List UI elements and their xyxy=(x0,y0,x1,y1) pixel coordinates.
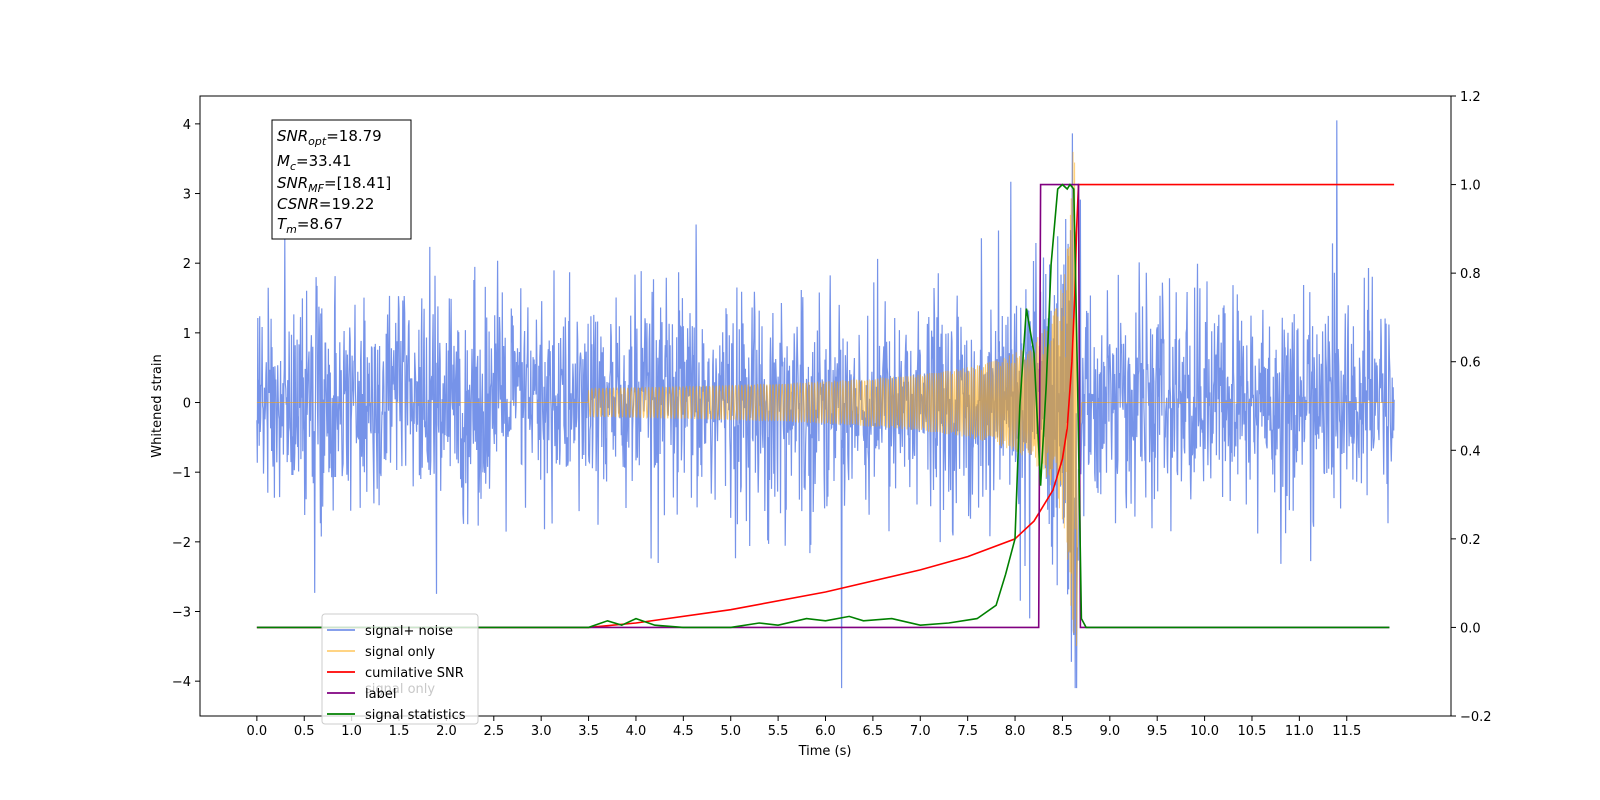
x-tick-label: 7.5 xyxy=(957,724,978,739)
annotation-snr-opt: SNRopt=18.79 xyxy=(277,127,382,148)
y-tick-label: −2 xyxy=(172,536,191,551)
annotation-mc: Mc=33.41 xyxy=(277,152,352,173)
x-tick-label: 3.0 xyxy=(531,724,552,739)
x-tick-label: 10.0 xyxy=(1190,724,1219,739)
x-tick-label: 11.5 xyxy=(1332,724,1361,739)
x-tick-label: 6.0 xyxy=(815,724,836,739)
x-tick-label: 10.5 xyxy=(1238,724,1267,739)
legend-entry: signal only xyxy=(365,645,435,660)
x-tick-label: 8.5 xyxy=(1052,724,1073,739)
y-tick-label: 4 xyxy=(183,118,191,133)
y-tick-label: 3 xyxy=(183,188,191,203)
y-tick-label: −1 xyxy=(172,466,191,481)
y2-tick-label: 0.8 xyxy=(1460,267,1481,282)
y2-tick-label: 1.0 xyxy=(1460,179,1481,194)
x-tick-label: 5.0 xyxy=(720,724,741,739)
y2-tick-label: 1.2 xyxy=(1460,90,1481,105)
y2-tick-label: 0.4 xyxy=(1460,444,1481,459)
y-tick-label: −4 xyxy=(172,675,191,690)
y2-tick-label: 0.6 xyxy=(1460,356,1481,371)
legend-entry: signal statistics xyxy=(365,708,466,723)
series-layer xyxy=(256,120,1395,689)
series-signal-only xyxy=(256,151,1395,647)
x-tick-label: 9.0 xyxy=(1099,724,1120,739)
y-axis-label: Whitened strain xyxy=(150,354,165,457)
x-tick-label: 9.5 xyxy=(1147,724,1168,739)
annotation-frame xyxy=(271,119,412,240)
legend-entry: signal+ noise xyxy=(365,624,453,639)
x-tick-label: 2.5 xyxy=(483,724,504,739)
x-axis-label: Time (s) xyxy=(798,744,852,759)
x-tick-label: 0.0 xyxy=(247,724,268,739)
y-tick-label: 0 xyxy=(183,397,191,412)
annotation-snr-mf: SNRMF=[18.41] xyxy=(277,174,391,195)
legend-entry: cumilative SNR xyxy=(365,666,464,681)
x-tick-label: 2.0 xyxy=(436,724,457,739)
annotation-tm: Tm=8.67 xyxy=(277,215,343,236)
x-tick-label: 4.5 xyxy=(673,724,694,739)
y2-tick-label: 0.0 xyxy=(1460,621,1481,636)
x-tick-label: 11.0 xyxy=(1285,724,1314,739)
annotation-box: SNRopt=18.79 Mc=33.41 SNRMF=[18.41] CSNR… xyxy=(271,119,412,240)
legend-entry: label xyxy=(365,687,396,702)
y2-tick-label: −0.2 xyxy=(1460,710,1492,725)
x-tick-label: 8.0 xyxy=(1005,724,1026,739)
annotation-csnr: CSNR=19.22 xyxy=(277,195,374,213)
plot-area xyxy=(256,120,1395,689)
x-axis: 0.0 0.5 1.0 1.5 2.0 2.5 3.0 3.5 4.0 4.5 5.0 5.5 6.0 6… xyxy=(247,716,1361,739)
series-signal-statistics xyxy=(256,183,1390,629)
y-tick-label: 1 xyxy=(183,327,191,342)
x-tick-label: 7.0 xyxy=(910,724,931,739)
y-axis-right: 1.2 1.0 0.8 0.6 0.4 0.2 0.0 −0.2 xyxy=(1451,90,1492,725)
legend-frame xyxy=(321,613,479,725)
x-tick-label: 4.0 xyxy=(626,724,647,739)
legend-hidden-entry: signal only xyxy=(365,682,435,697)
x-tick-label: 6.5 xyxy=(863,724,884,739)
y-tick-label: 2 xyxy=(183,257,191,272)
x-tick-label: 1.0 xyxy=(341,724,362,739)
x-tick-label: 5.5 xyxy=(768,724,789,739)
x-tick-label: 3.5 xyxy=(578,724,599,739)
x-tick-label: 0.5 xyxy=(294,724,315,739)
y-tick-label: −3 xyxy=(172,606,191,621)
x-tick-label: 1.5 xyxy=(389,724,410,739)
y2-tick-label: 0.2 xyxy=(1460,533,1481,548)
y-axis-left: 4 3 2 1 0 −1 −2 −3 −4 xyxy=(172,118,200,690)
